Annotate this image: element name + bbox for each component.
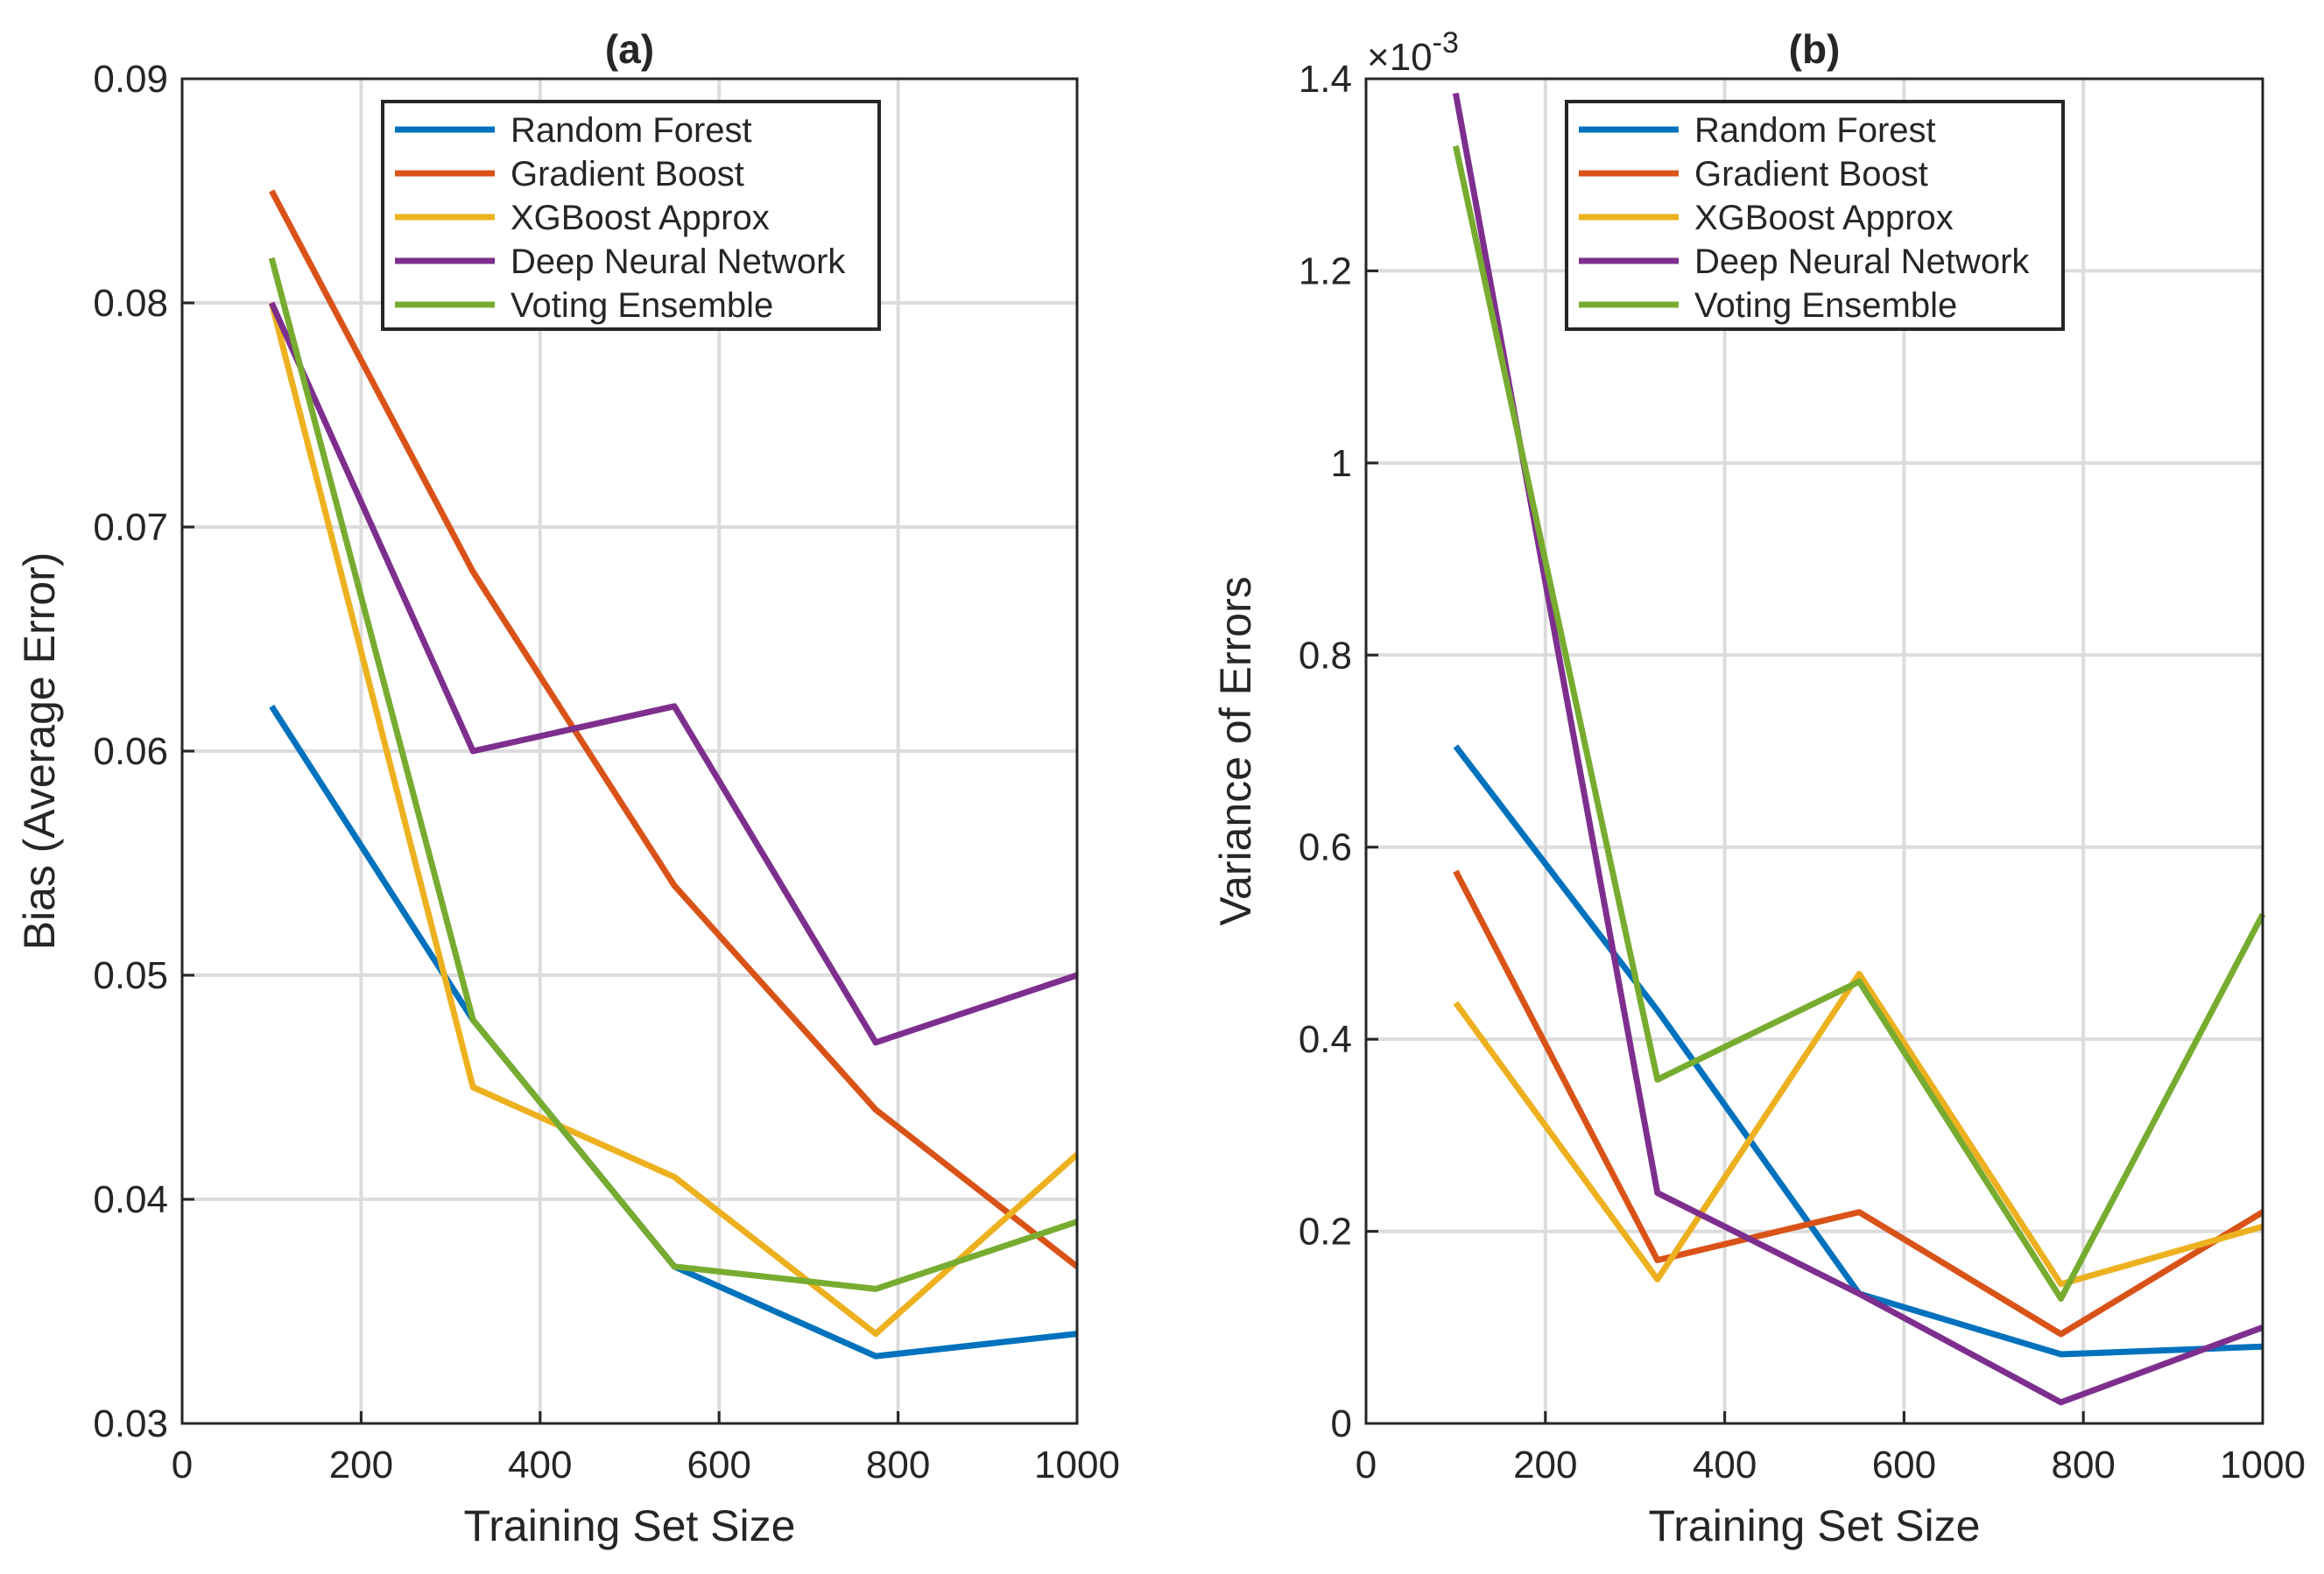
axis-ticks xyxy=(1364,77,2264,1425)
series-line-voting-ensemble xyxy=(268,256,1079,1292)
x-tick-label: 400 xyxy=(1693,1444,1757,1486)
legend: Random Forest Gradient Boost XGBoost Appro… xyxy=(1565,100,2065,331)
x-tick-label: 400 xyxy=(508,1444,572,1486)
x-tick-label: 1000 xyxy=(2220,1444,2306,1486)
y-tick-label: 0.07 xyxy=(93,506,168,549)
x-tick-label: 0 xyxy=(1356,1444,1377,1486)
x-tick-label: 600 xyxy=(687,1444,750,1486)
legend-label: XGBoost Approx xyxy=(511,199,770,237)
chart-panel-b: (b) 0 200 400 600 800 1000 0 0.2 0.4 0.6 0.8 1 1.2 1… xyxy=(1211,26,2306,1550)
y-tick-label: 0.08 xyxy=(93,282,168,325)
series-line-xgboost-approx xyxy=(268,302,1080,1338)
legend: Random Forest Gradient Boost XGBoost Appro… xyxy=(381,100,881,331)
x-tick-label: 800 xyxy=(2051,1444,2115,1486)
legend-item-voting-ensemble: Voting Ensemble xyxy=(395,286,773,325)
x-tick-label: 200 xyxy=(1513,1444,1577,1486)
x-tick-label: 600 xyxy=(1872,1444,1936,1486)
grid xyxy=(182,79,1077,1423)
series-line-xgboost-approx xyxy=(1453,971,2264,1288)
x-tick-label: 0 xyxy=(172,1444,193,1486)
x-axis-label: Training Set Size xyxy=(464,1501,796,1550)
x-tick-labels: 0 200 400 600 800 1000 xyxy=(172,1444,1120,1486)
x-tick-labels: 0 200 400 600 800 1000 xyxy=(1356,1444,2306,1486)
x-tick-label: 200 xyxy=(329,1444,393,1486)
chart-panel-a: (a) 0 200 400 600 800 1000 0.030.040.050.060.… xyxy=(15,26,1120,1550)
y-tick-label: 0.05 xyxy=(93,954,168,997)
y-tick-label: 0.6 xyxy=(1299,826,1352,869)
legend-item-deep-neural-network: Deep Neural Network xyxy=(1579,242,2030,281)
y-tick-label: 0.06 xyxy=(93,730,168,773)
legend-item-gradient-boost: Gradient Boost xyxy=(395,155,744,193)
x-tick-label: 800 xyxy=(866,1444,930,1486)
series-line-voting-ensemble xyxy=(1452,145,2266,1302)
series-line-deep-neural-network xyxy=(269,301,1079,1046)
y-axis-label: Variance of Errors xyxy=(1211,576,1260,925)
chart-title: (b) xyxy=(1789,26,1841,72)
legend-item-xgboost-approx: XGBoost Approx xyxy=(1579,199,1954,237)
legend-label: XGBoost Approx xyxy=(1694,199,1954,237)
y-tick-label: 1.4 xyxy=(1299,58,1352,101)
y-tick-label: 0 xyxy=(1331,1402,1352,1445)
y-tick-label: 0.09 xyxy=(93,58,168,101)
legend-item-deep-neural-network: Deep Neural Network xyxy=(395,242,846,281)
y-tick-label: 1 xyxy=(1331,442,1352,485)
axes-box xyxy=(1364,77,2264,1425)
y-axis-label: Bias (Average Error) xyxy=(15,552,64,951)
y-tick-label: 0.4 xyxy=(1299,1018,1352,1061)
legend-label: Deep Neural Network xyxy=(1694,242,2030,281)
legend-item-voting-ensemble: Voting Ensemble xyxy=(1579,286,1957,325)
legend-item-gradient-boost: Gradient Boost xyxy=(1579,155,1928,193)
legend-item-random-forest: Random Forest xyxy=(395,111,752,150)
legend-label: Deep Neural Network xyxy=(511,242,846,281)
y-tick-label: 0.03 xyxy=(93,1402,168,1445)
legend-label: Gradient Boost xyxy=(511,155,744,193)
series-line-gradient-boost xyxy=(269,189,1080,1269)
legend-label: Voting Ensemble xyxy=(1694,286,1957,325)
y-tick-label: 0.2 xyxy=(1299,1211,1352,1254)
y-tick-label: 0.04 xyxy=(93,1178,168,1221)
legend-label: Voting Ensemble xyxy=(511,286,773,325)
series-lines xyxy=(268,189,1080,1360)
x-axis-label: Training Set Size xyxy=(1649,1501,1981,1550)
legend-item-random-forest: Random Forest xyxy=(1579,111,1936,150)
y-exponent-base: ×10 xyxy=(1367,36,1433,79)
series-lines xyxy=(1452,92,2266,1406)
chart-title: (a) xyxy=(605,26,654,72)
legend-label: Random Forest xyxy=(511,111,752,150)
x-tick-label: 1000 xyxy=(1034,1444,1120,1486)
y-tick-label: 1.2 xyxy=(1299,249,1352,292)
y-tick-labels: 0.03 0.04 0.05 0.06 0.07 0.08 0.09 xyxy=(93,58,168,1445)
legend-label: Random Forest xyxy=(1694,111,1936,150)
legend-label: Gradient Boost xyxy=(1694,155,1928,193)
axis-ticks xyxy=(180,77,1079,1425)
legend-item-xgboost-approx: XGBoost Approx xyxy=(395,199,770,237)
series-line-gradient-boost xyxy=(1453,869,2264,1338)
y-exponent-power: -3 xyxy=(1433,26,1459,60)
y-tick-labels: 0 0.2 0.4 0.6 0.8 1 1.2 1.4 xyxy=(1299,58,1352,1445)
y-tick-label: 0.8 xyxy=(1299,634,1352,677)
y-exponent-label: ×10-3 xyxy=(1367,26,1459,79)
series-line-deep-neural-network xyxy=(1452,92,2264,1406)
